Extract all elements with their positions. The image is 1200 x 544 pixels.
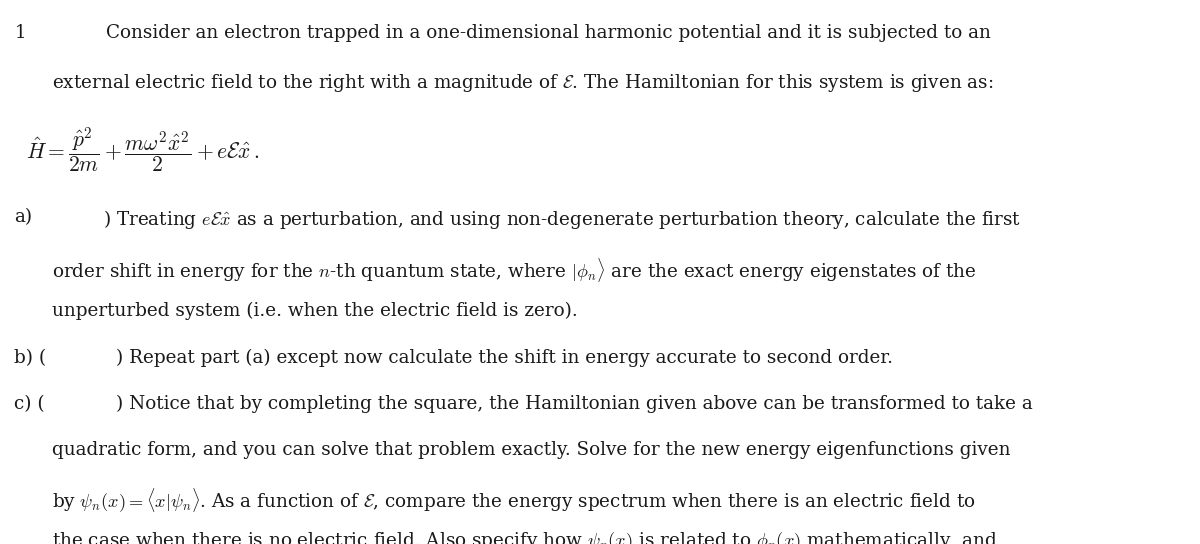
Text: $\hat{H} = \dfrac{\hat{p}^2}{2m} + \dfrac{m\omega^2\hat{x}^2}{2} + e\mathcal{E}\: $\hat{H} = \dfrac{\hat{p}^2}{2m} + \dfra…	[26, 125, 260, 175]
Text: 1: 1	[14, 24, 26, 42]
Text: ) Notice that by completing the square, the Hamiltonian given above can be trans: ) Notice that by completing the square, …	[116, 395, 1033, 413]
Text: Consider an electron trapped in a one-dimensional harmonic potential and it is s: Consider an electron trapped in a one-di…	[106, 24, 990, 42]
Text: external electric field to the right with a magnitude of $\mathcal{E}$. The Hami: external electric field to the right wit…	[52, 72, 992, 94]
Text: order shift in energy for the $n$-th quantum state, where $|\phi_n\rangle$ are t: order shift in energy for the $n$-th qua…	[52, 256, 976, 283]
Text: b) (: b) (	[14, 349, 47, 367]
Text: the case when there is no electric field. Also specify how $\psi_n(x)$ is relate: the case when there is no electric field…	[52, 530, 997, 544]
Text: a): a)	[14, 208, 32, 226]
Text: by $\psi_n(x) = \langle x|\psi_n\rangle$. As a function of $\mathcal{E}$, compar: by $\psi_n(x) = \langle x|\psi_n\rangle$…	[52, 486, 976, 514]
Text: unperturbed system (i.e. when the electric field is zero).: unperturbed system (i.e. when the electr…	[52, 302, 577, 320]
Text: c) (: c) (	[14, 395, 46, 413]
Text: ) Treating $e\mathcal{E}\hat{x}$ as a perturbation, and using non-degenerate per: ) Treating $e\mathcal{E}\hat{x}$ as a pe…	[103, 208, 1021, 231]
Text: ) Repeat part (a) except now calculate the shift in energy accurate to second or: ) Repeat part (a) except now calculate t…	[116, 349, 893, 368]
Text: quadratic form, and you can solve that problem exactly. Solve for the new energy: quadratic form, and you can solve that p…	[52, 441, 1010, 459]
